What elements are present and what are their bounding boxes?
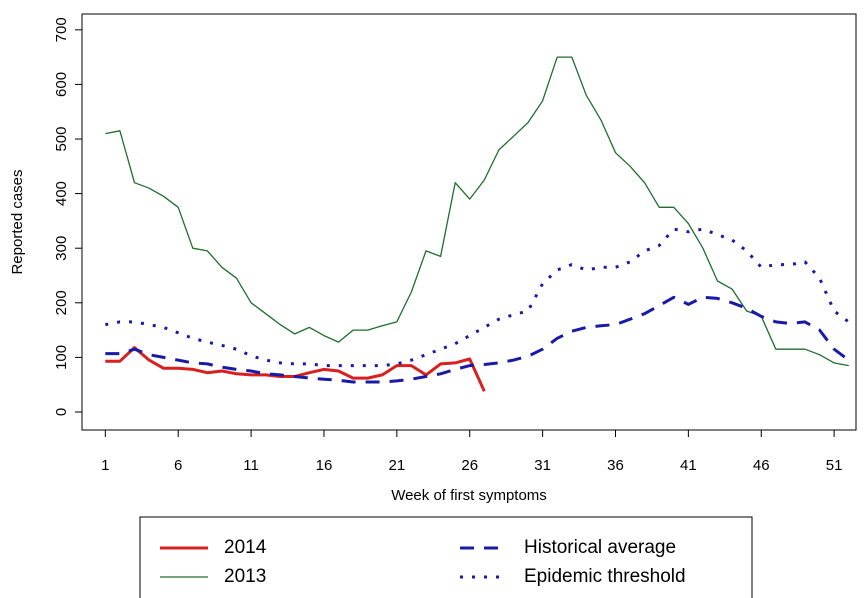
x-tick-label: 1 — [101, 457, 109, 474]
x-tick-label: 51 — [826, 457, 843, 474]
y-tick-label: 500 — [53, 127, 70, 152]
x-tick-label: 36 — [607, 457, 624, 474]
y-tick-label: 100 — [53, 345, 70, 370]
x-tick-label: 6 — [174, 457, 182, 474]
y-axis-title: Reported cases — [9, 169, 26, 274]
y-tick-label: 400 — [53, 181, 70, 206]
x-tick-label: 16 — [316, 457, 333, 474]
plot-frame — [81, 13, 857, 431]
legend-box — [139, 516, 753, 598]
y-tick-label: 200 — [53, 290, 70, 315]
series-line — [105, 56, 849, 367]
x-axis-title: Week of first symptoms — [391, 487, 547, 504]
x-tick-label: 46 — [753, 457, 770, 474]
y-tick-label: 300 — [53, 236, 70, 261]
series-line — [105, 346, 486, 392]
x-tick-label: 31 — [534, 457, 551, 474]
series-line — [105, 227, 850, 368]
x-tick-label: 41 — [680, 457, 697, 474]
y-tick-label: 700 — [53, 17, 70, 42]
legend-label: 2013 — [224, 566, 266, 587]
x-tick-label: 11 — [243, 457, 259, 474]
x-tick-label: 21 — [389, 457, 406, 474]
legend-label: 2014 — [224, 537, 267, 558]
x-tick-label: 26 — [461, 457, 478, 474]
legend-label: Historical average — [524, 537, 676, 558]
y-tick-label: 0 — [53, 408, 70, 416]
series-line — [105, 295, 850, 384]
y-tick-label: 600 — [53, 72, 70, 97]
legend-label: Epidemic threshold — [524, 566, 686, 587]
